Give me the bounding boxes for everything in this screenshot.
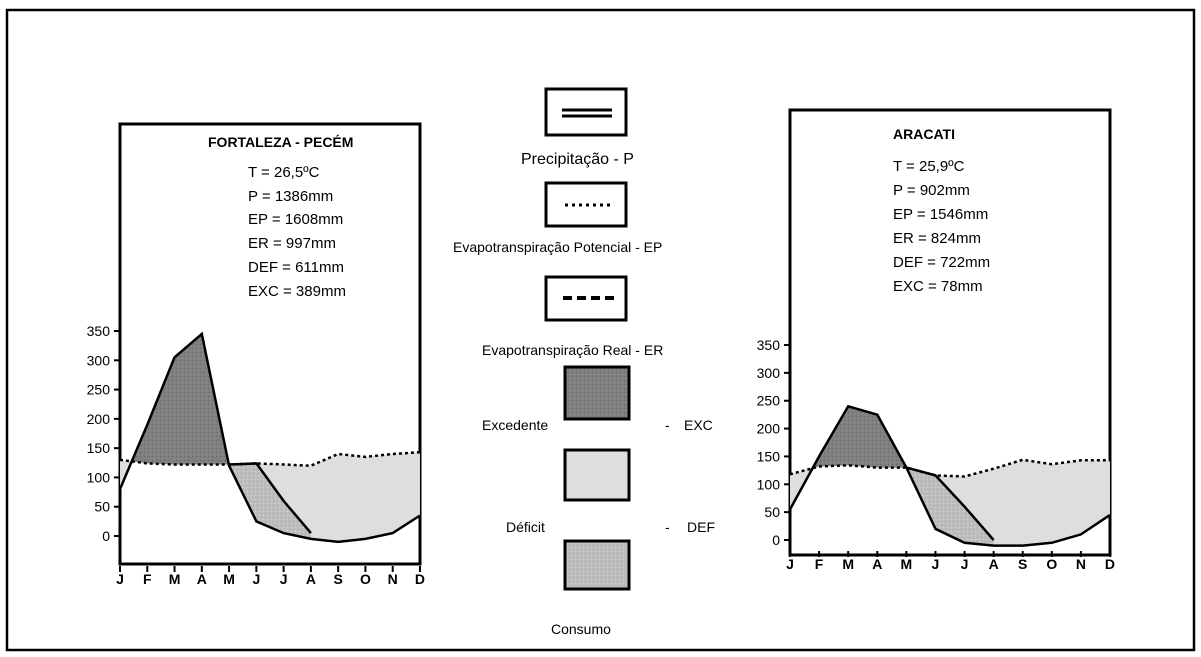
x-tick-label: F: [815, 556, 824, 572]
stat-line: EP = 1608mm: [248, 211, 343, 228]
y-axis-ticks: 350 300 250 200 150 100 50 0: [87, 323, 120, 544]
consumption-area: [906, 467, 994, 546]
er-line: [906, 466, 995, 541]
x-tick-label: A: [872, 556, 882, 572]
legend-label: Consumo: [551, 621, 611, 637]
stat-line: ER = 997mm: [248, 235, 336, 252]
double-solid-line-icon: [544, 87, 628, 137]
legend-label: Precipitação - P: [521, 151, 634, 168]
x-tick-label: M: [169, 571, 181, 587]
legend-separator: -: [665, 417, 670, 433]
legend-label: Evapotranspiração Real - ER: [482, 342, 663, 358]
x-tick-label: S: [333, 571, 342, 587]
x-tick-label: J: [961, 556, 969, 572]
stat-line: P = 902mm: [893, 182, 970, 199]
x-tick-label: J: [252, 571, 260, 587]
x-tick-label: J: [280, 571, 288, 587]
y-tick-label: 0: [772, 532, 780, 548]
legend-item-def: Déficit - DEF: [506, 448, 715, 535]
ep-line: [119, 450, 421, 467]
stat-line: EP = 1546mm: [893, 206, 988, 223]
x-tick-label: O: [360, 571, 371, 587]
plot-box: [788, 108, 1112, 557]
x-tick-label: N: [388, 571, 398, 587]
y-tick-label: 50: [764, 504, 780, 520]
y-tick-label: 350: [87, 323, 111, 339]
legend-label: Déficit: [506, 519, 545, 535]
legend-item-ep: Evapotranspiração Potencial - EP: [453, 181, 662, 255]
x-tick-label: J: [116, 571, 124, 587]
consumption-area: [229, 463, 311, 539]
legend-code: EXC: [684, 417, 713, 433]
stat-line: T = 26,5ºC: [248, 164, 320, 181]
legend-code: DEF: [687, 519, 715, 535]
legend-label: Evapotranspiração Potencial - EP: [453, 239, 662, 255]
dark-fill-icon: [563, 365, 631, 421]
legend-item-er: Evapotranspiração Real - ER: [482, 275, 663, 358]
x-tick-label: F: [143, 571, 152, 587]
legend-item-cons: Consumo: [551, 539, 631, 637]
y-tick-label: 250: [87, 382, 111, 398]
medium-fill-icon: [563, 539, 631, 591]
x-tick-label: A: [989, 556, 999, 572]
y-tick-label: 150: [757, 448, 781, 464]
y-tick-label: 300: [87, 352, 111, 368]
x-tick-label: N: [1076, 556, 1086, 572]
stat-line: T = 25,9ºC: [893, 158, 965, 175]
x-tick-label: S: [1018, 556, 1027, 572]
stat-line: EXC = 389mm: [248, 283, 346, 300]
x-tick-label: J: [786, 556, 794, 572]
excess-area: [131, 333, 229, 465]
y-axis-ticks: 350 300 250 200 150 100 50 0: [757, 337, 790, 548]
stat-line: ER = 824mm: [893, 230, 981, 247]
legend: Precipitação - P Evapotranspiração Poten…: [453, 87, 715, 637]
chart-title: ARACATI: [893, 126, 955, 142]
x-tick-label: M: [223, 571, 235, 587]
precip-line: [788, 404, 1111, 547]
excess-area: [812, 406, 907, 469]
legend-item-precip: Precipitação - P: [521, 87, 634, 168]
y-tick-label: 50: [94, 499, 110, 515]
stat-line: EXC = 78mm: [893, 278, 983, 295]
dashed-line-icon: [544, 275, 628, 322]
legend-separator: -: [665, 519, 670, 535]
legend-item-exc: Excedente - EXC: [482, 365, 713, 433]
y-tick-label: 350: [757, 337, 781, 353]
y-tick-label: 150: [87, 440, 111, 456]
er-line: [229, 462, 312, 534]
x-tick-label: J: [932, 556, 940, 572]
light-fill-icon: [563, 448, 631, 502]
stat-line: DEF = 611mm: [248, 259, 344, 276]
x-tick-label: D: [415, 571, 425, 587]
stat-line: P = 1386mm: [248, 188, 333, 205]
y-tick-label: 0: [102, 528, 110, 544]
dotted-line-icon: [544, 181, 628, 228]
y-tick-label: 100: [87, 469, 111, 485]
x-tick-label: M: [901, 556, 913, 572]
x-tick-label: M: [842, 556, 854, 572]
legend-label: Excedente: [482, 417, 548, 433]
x-tick-label: A: [306, 571, 316, 587]
y-tick-label: 250: [757, 393, 781, 409]
x-tick-label: O: [1046, 556, 1057, 572]
precip-line: [118, 331, 421, 544]
plot-box: [118, 122, 422, 566]
chart-aracati: 350 300 250 200 150 100 50 0 J F M A M J J A S O N D ARACA…: [757, 108, 1115, 572]
y-tick-label: 100: [757, 476, 781, 492]
outer-border: [5, 8, 1196, 652]
ep-line: [789, 458, 1110, 478]
y-tick-label: 200: [757, 421, 781, 437]
x-tick-label: A: [197, 571, 207, 587]
y-tick-label: 300: [757, 365, 781, 381]
x-tick-label: D: [1105, 556, 1115, 572]
stat-line: DEF = 722mm: [893, 254, 990, 271]
y-tick-label: 200: [87, 411, 111, 427]
chart-title: FORTALEZA - PECÉM: [208, 134, 353, 150]
